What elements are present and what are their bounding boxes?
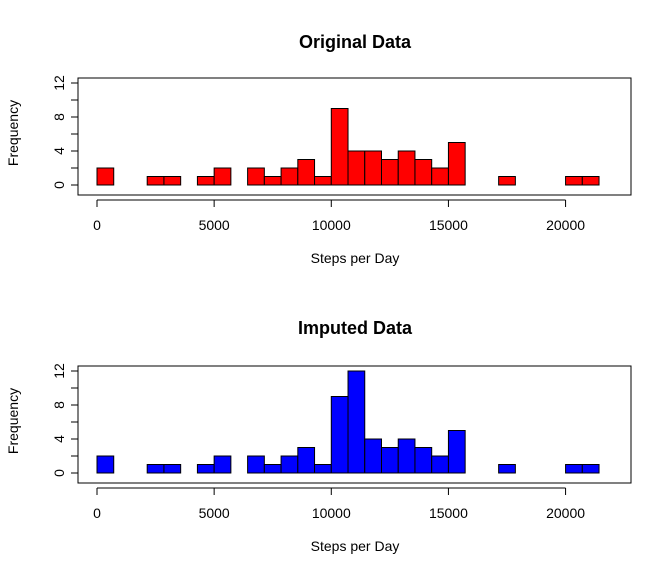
chart-title: Original Data: [299, 32, 412, 52]
histogram-bar: [213, 455, 232, 474]
histogram-bar: [431, 455, 449, 474]
y-tick-label: 12: [51, 363, 67, 379]
y-axis: 0 4 8 12: [51, 75, 79, 189]
x-axis-label: Steps per Day: [311, 250, 400, 266]
histogram-bar: [447, 430, 466, 474]
x-tick-label: 20000: [546, 217, 585, 233]
histogram-bar: [247, 167, 265, 186]
x-tick-label: 10000: [312, 217, 351, 233]
bars-group: [96, 108, 600, 186]
histogram-bar: [314, 176, 332, 186]
histogram-bar: [498, 176, 516, 186]
histogram-bar: [146, 176, 165, 186]
histogram-bar: [581, 464, 600, 474]
histogram-bar: [163, 176, 182, 186]
histogram-bar: [397, 150, 416, 186]
histogram-bar: [498, 464, 516, 474]
x-tick-label: 15000: [429, 505, 468, 521]
x-tick-label: 20000: [546, 505, 585, 521]
histogram-bar: [146, 464, 165, 474]
bars-group: [96, 370, 600, 474]
y-tick-label: 8: [51, 401, 67, 409]
histogram-bar: [196, 176, 215, 186]
chart-title: Imputed Data: [298, 318, 413, 338]
x-tick-label: 5000: [199, 505, 230, 521]
y-tick-label: 12: [51, 75, 67, 91]
histogram-bar: [431, 167, 449, 186]
x-tick-label: 15000: [429, 217, 468, 233]
histogram-bar: [297, 159, 316, 186]
histogram-bar: [96, 455, 115, 474]
y-tick-label: 0: [51, 181, 67, 189]
histogram-bar: [380, 447, 399, 474]
histogram-bar: [247, 455, 265, 474]
histogram-bar: [330, 108, 349, 186]
histogram-bar: [364, 438, 382, 474]
histogram-bar: [280, 455, 299, 474]
histogram-bar: [314, 464, 332, 474]
histogram-bar: [196, 464, 215, 474]
y-tick-label: 4: [51, 147, 67, 155]
histogram-bar: [364, 150, 382, 186]
x-tick-label: 5000: [199, 217, 230, 233]
y-tick-label: 0: [51, 469, 67, 477]
histogram-bar: [414, 447, 433, 474]
y-axis: 0 4 8 12: [51, 363, 79, 477]
y-tick-label: 4: [51, 435, 67, 443]
histogram-bar: [297, 447, 316, 474]
imputed-data-histogram: Imputed Data 0 5000 10000 15000 20000 04812 …: [5, 318, 632, 554]
histogram-bar: [347, 150, 366, 186]
x-tick-label: 0: [93, 217, 101, 233]
histogram-bar: [347, 370, 366, 474]
histogram-bar: [263, 176, 282, 186]
x-tick-label: 10000: [312, 505, 351, 521]
histogram-bar: [96, 167, 115, 186]
x-axis: 0 5000 10000 15000 20000: [93, 487, 585, 521]
x-axis: 0 5000 10000 15000 20000: [93, 199, 585, 233]
x-tick-label: 0: [93, 505, 101, 521]
y-axis-label: Frequency: [5, 388, 21, 454]
x-axis-label: Steps per Day: [311, 538, 400, 554]
histogram-bar: [263, 464, 282, 474]
histogram-bar: [213, 167, 232, 186]
histogram-bar: [330, 396, 349, 474]
original-data-histogram: Original Data 0 5000 10000 15000 20000 0 4 8 12…: [5, 32, 632, 266]
y-tick-label: 8: [51, 113, 67, 121]
histogram-bar: [414, 159, 433, 186]
histogram-bar: [447, 142, 466, 186]
histogram-bar: [581, 176, 600, 186]
y-axis-label: Frequency: [5, 100, 21, 166]
histogram-bar: [380, 159, 399, 186]
histogram-bar: [565, 464, 583, 474]
histogram-bar: [163, 464, 182, 474]
histogram-bar: [397, 438, 416, 474]
histogram-bar: [565, 176, 583, 186]
histogram-bar: [280, 167, 299, 186]
